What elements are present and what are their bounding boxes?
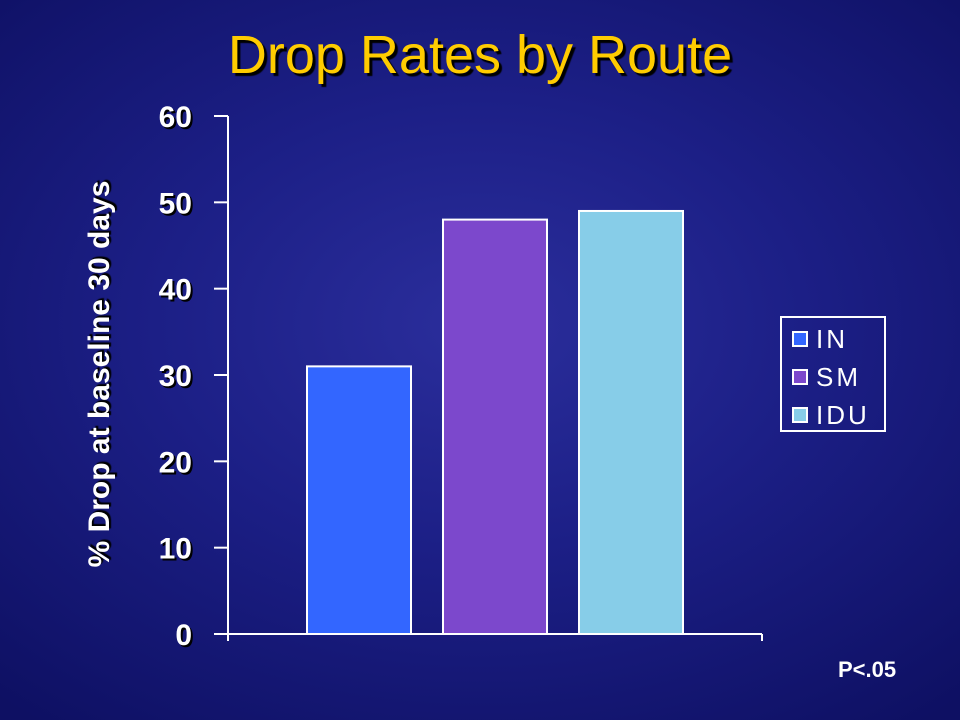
legend-swatch-sm [792,369,808,385]
y-tick-label-shadow-10: 10 [161,535,194,568]
y-tick-label-shadow-40: 40 [161,276,194,309]
y-axis-title: % Drop at baseline 30 days [83,180,116,568]
legend-item-idu: IDU [792,401,870,429]
y-tick-label-shadow-50: 50 [161,189,194,222]
y-tick-label-10: 10 [159,533,192,566]
bar-in [306,365,412,635]
legend-label-sm: SM [816,362,861,392]
y-tick-label-0: 0 [175,619,192,652]
y-tick-label-60: 60 [159,101,192,134]
legend-item-sm: SM [792,363,861,391]
y-tick-label-40: 40 [159,274,192,307]
bar-sm [442,218,548,635]
legend-label-in: IN [816,324,848,354]
y-tick-label-shadow-20: 20 [161,448,194,481]
bar-idu [578,209,684,635]
legend-swatch-in [792,331,808,347]
y-tick-label-shadow-0: 0 [177,621,194,654]
chart-legend: IN SM IDU [780,316,886,432]
slide-title: Drop Rates by Route [227,25,733,85]
legend-swatch-idu [792,407,808,423]
y-tick-label-30: 30 [159,360,192,393]
legend-item-in: IN [792,325,848,353]
legend-label-idu: IDU [816,400,870,430]
y-tick-label-shadow-30: 30 [161,362,194,395]
y-tick-label-50: 50 [159,187,192,220]
y-tick-label-20: 20 [159,446,192,479]
y-tick-label-shadow-60: 60 [161,103,194,136]
significance-note: P<.05 [838,657,897,682]
